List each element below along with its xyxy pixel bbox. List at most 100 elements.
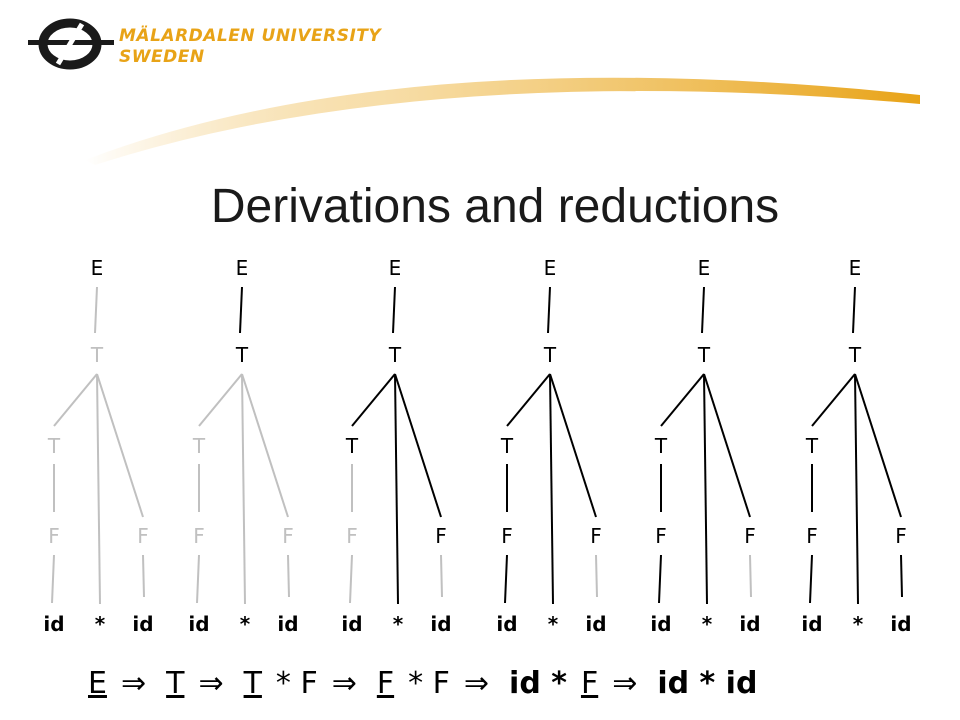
edge-e-t	[852, 286, 856, 334]
leaf-star: *	[702, 612, 713, 636]
node-e: E	[389, 256, 402, 280]
logo-text-line2: SWEDEN	[119, 47, 205, 67]
leaf-id-right: id	[277, 612, 298, 636]
leaf-id-right: id	[739, 612, 760, 636]
node-t: T	[90, 343, 104, 367]
parse-tree: E T T F Fid * id	[496, 256, 606, 636]
edge-f-id-right	[595, 554, 598, 598]
derives-arrow: ⇒	[464, 666, 489, 701]
edge-f-id-right	[287, 554, 290, 598]
edge-e-t	[701, 286, 705, 334]
logo-emblem-icon	[28, 18, 114, 70]
parse-tree: E T T F Fid * id	[43, 256, 153, 636]
derives-arrow: ⇒	[198, 666, 223, 701]
node-f-right: F	[282, 524, 294, 548]
node-f-right: F	[590, 524, 602, 548]
node-t-inner: T	[47, 434, 61, 458]
parse-tree: E T T F Fid * id	[341, 256, 451, 636]
leaf-star: *	[393, 612, 404, 636]
node-t-inner: T	[345, 434, 359, 458]
derivation-token: F	[581, 666, 598, 701]
edge-f-id-left	[658, 554, 662, 604]
edge-f-id-right	[900, 554, 903, 598]
leaf-id-right: id	[890, 612, 911, 636]
node-e: E	[236, 256, 249, 280]
edge-t-star	[241, 373, 246, 605]
edge-t-f	[394, 373, 442, 518]
node-t: T	[235, 343, 249, 367]
edge-t-star	[703, 373, 708, 605]
edge-f-id-left	[809, 554, 813, 604]
edge-t-tinner	[53, 373, 98, 427]
edge-f-id-left	[349, 554, 353, 604]
edge-t-tinner	[811, 373, 856, 427]
node-t: T	[848, 343, 862, 367]
edge-e-t	[392, 286, 396, 334]
edge-f-id-right	[440, 554, 443, 598]
node-f-left: F	[655, 524, 667, 548]
leaf-id-right: id	[430, 612, 451, 636]
parse-tree: E T T F Fid * id	[801, 256, 911, 636]
edge-f-id-right	[142, 554, 145, 598]
header-swoosh	[85, 77, 920, 165]
leaf-star: *	[853, 612, 864, 636]
node-f-right: F	[895, 524, 907, 548]
node-f-left: F	[48, 524, 60, 548]
leaf-id-right: id	[585, 612, 606, 636]
edge-t-f	[854, 373, 902, 518]
derivation-sequence: E ⇒ T ⇒ T * F ⇒ F * F ⇒ id * F ⇒ id * id	[88, 666, 757, 701]
node-f-left: F	[193, 524, 205, 548]
node-f-left: F	[501, 524, 513, 548]
node-e: E	[91, 256, 104, 280]
node-e: E	[544, 256, 557, 280]
node-e: E	[849, 256, 862, 280]
edge-e-t	[547, 286, 551, 334]
node-t-inner: T	[500, 434, 514, 458]
node-f-right: F	[744, 524, 756, 548]
parse-trees: E T T F Fid * id E T T F Fid * id E T T F Fid * id E T T F Fid * id…	[43, 256, 911, 636]
derives-arrow: ⇒	[612, 666, 637, 701]
edge-t-tinner	[351, 373, 396, 427]
leaf-id-left: id	[188, 612, 209, 636]
derivation-token: * F	[408, 666, 450, 701]
node-t-inner: T	[654, 434, 668, 458]
edge-t-tinner	[506, 373, 551, 427]
logo-text-line1: MÄLARDALEN UNIVERSITY	[119, 24, 382, 46]
leaf-star: *	[240, 612, 251, 636]
node-f-left: F	[346, 524, 358, 548]
derivation-token: F	[377, 666, 394, 701]
page-title: Derivations and reductions	[211, 180, 779, 233]
leaf-id-left: id	[43, 612, 64, 636]
derivation-token: E	[88, 666, 107, 701]
leaf-star: *	[548, 612, 559, 636]
edge-t-star	[96, 373, 101, 605]
edge-e-t	[239, 286, 243, 334]
edge-t-f	[549, 373, 597, 518]
node-t: T	[543, 343, 557, 367]
node-f-right: F	[435, 524, 447, 548]
derives-arrow: ⇒	[121, 666, 146, 701]
edge-f-id-right	[749, 554, 752, 598]
edge-t-star	[394, 373, 399, 605]
derivation-token: T	[165, 666, 185, 701]
derivation-token: id *	[509, 666, 567, 701]
edge-t-f	[703, 373, 751, 518]
node-t: T	[697, 343, 711, 367]
derivation-token: id * id	[657, 666, 757, 701]
edge-t-star	[854, 373, 859, 605]
leaf-id-left: id	[801, 612, 822, 636]
node-t: T	[388, 343, 402, 367]
edge-t-f	[241, 373, 289, 518]
leaf-id-left: id	[341, 612, 362, 636]
edge-f-id-left	[51, 554, 55, 604]
node-t-inner: T	[805, 434, 819, 458]
edge-f-id-left	[196, 554, 200, 604]
leaf-id-right: id	[132, 612, 153, 636]
edge-t-tinner	[660, 373, 705, 427]
parse-tree: E T T F Fid * id	[188, 256, 298, 636]
node-f-right: F	[137, 524, 149, 548]
node-e: E	[698, 256, 711, 280]
edge-t-star	[549, 373, 554, 605]
parse-tree: E T T F Fid * id	[650, 256, 760, 636]
